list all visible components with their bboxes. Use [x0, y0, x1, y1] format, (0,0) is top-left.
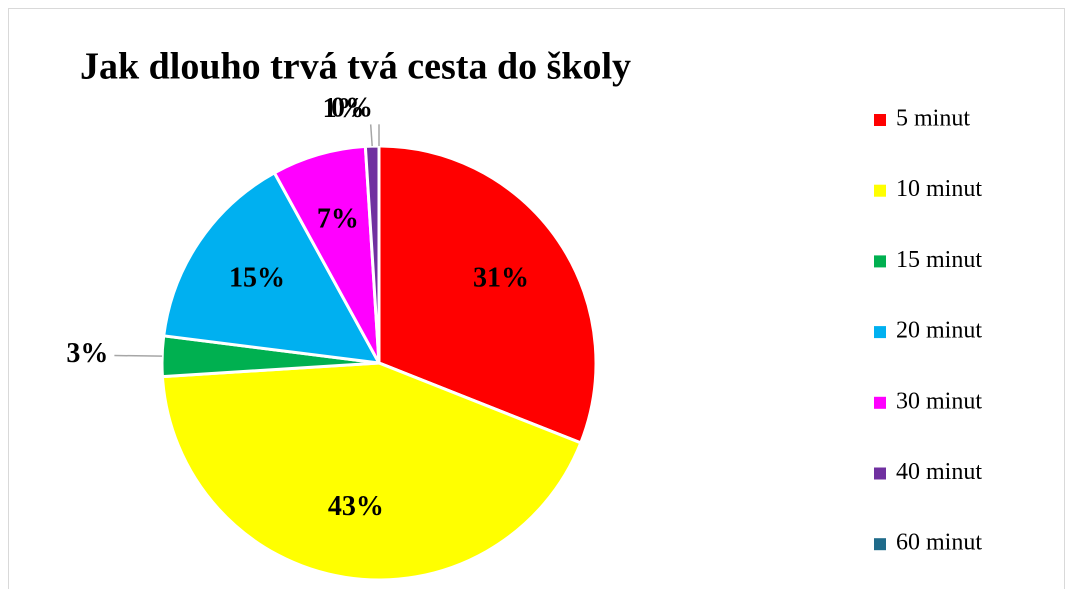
data-label: 43% — [328, 491, 384, 522]
chart-title: Jak dlouho trvá tvá cesta do školy — [80, 46, 631, 88]
legend-swatch — [874, 326, 886, 339]
data-label: 15% — [229, 262, 285, 293]
legend-label: 30 minut — [896, 388, 982, 414]
legend-label: 40 minut — [896, 459, 982, 485]
legend-label: 5 minut — [896, 106, 970, 132]
legend-label: 10 minut — [896, 176, 982, 202]
legend-label: 60 minut — [896, 530, 982, 556]
legend-swatch — [874, 114, 886, 126]
data-label: 31% — [473, 262, 529, 293]
leader-line — [114, 354, 163, 357]
legend-swatch — [874, 538, 886, 551]
pie-slice — [162, 170, 382, 365]
data-label: 1% — [323, 93, 365, 124]
pie-slice — [377, 144, 598, 445]
data-label: 0% — [331, 93, 373, 124]
legend-swatch — [874, 396, 886, 409]
legend-label: 20 minut — [896, 318, 982, 344]
legend-label: 15 minut — [896, 247, 982, 273]
data-label: 7% — [317, 204, 359, 235]
leader-line — [369, 124, 373, 147]
pie-slice — [160, 361, 583, 582]
legend-swatch — [874, 184, 886, 197]
legend-swatch — [874, 467, 886, 480]
legend-swatch — [874, 255, 886, 268]
data-label: 3% — [66, 338, 108, 369]
